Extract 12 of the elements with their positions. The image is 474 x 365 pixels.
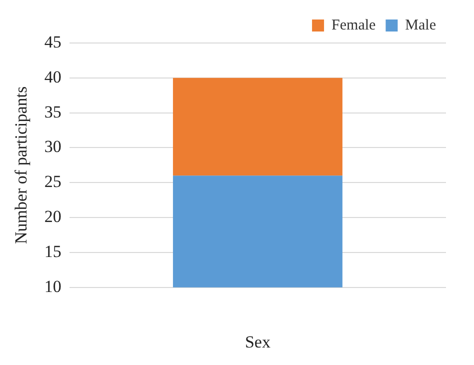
y-tick-label: 15 <box>44 242 62 261</box>
y-tick-label: 20 <box>44 207 62 226</box>
y-axis-title: Number of participants <box>12 86 31 244</box>
legend-label: Female <box>332 17 376 34</box>
y-tick-label: 25 <box>44 172 62 192</box>
y-tick-label: 30 <box>44 137 62 156</box>
y-tick-label: 35 <box>44 102 62 122</box>
x-axis-title: Sex <box>244 332 271 352</box>
legend-label: Male <box>405 17 436 34</box>
y-tick-label: 40 <box>44 67 62 86</box>
y-tick-label: 45 <box>44 32 62 52</box>
y-tick-label: 10 <box>44 276 62 296</box>
